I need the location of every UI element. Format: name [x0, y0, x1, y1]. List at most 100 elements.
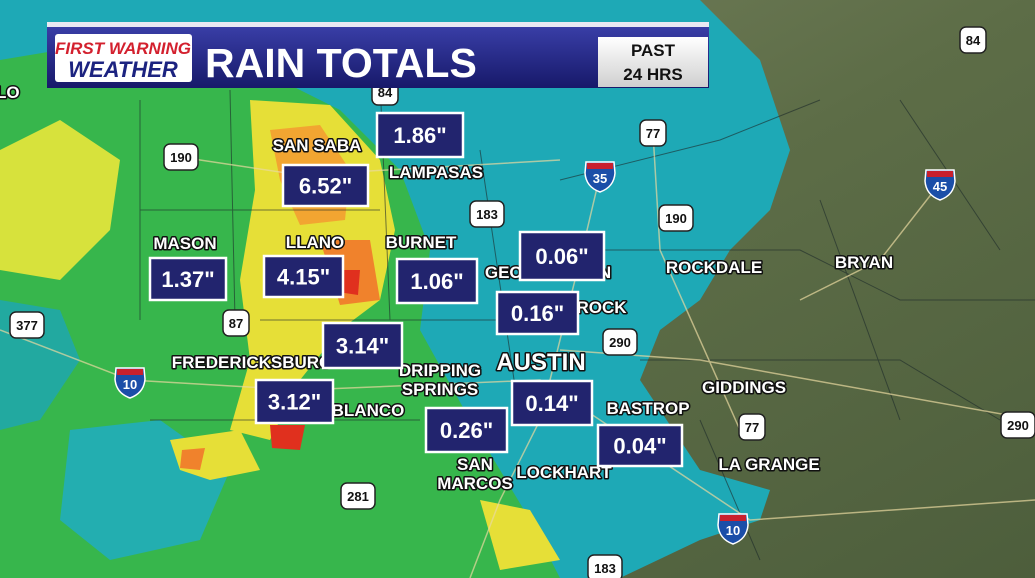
rain-total-box [395, 257, 479, 305]
highway-shield: 10 [717, 513, 749, 545]
highway-number: 35 [593, 171, 607, 186]
city-label: FREDERICKSBURG [172, 353, 333, 372]
shield-body [114, 367, 146, 399]
shield-body [587, 554, 623, 578]
shield-body [163, 143, 199, 171]
highway-shield: 190 [658, 204, 694, 232]
shield-body [340, 482, 376, 510]
shield-body [222, 309, 250, 337]
city-label: SAN SABA [273, 136, 362, 155]
rain-total: 3.12" [268, 390, 321, 415]
city-label: DRIPPING [399, 361, 481, 380]
highway-shield: 10 [114, 367, 146, 399]
highway-shield: 45 [924, 169, 956, 201]
highway-shield: 77 [639, 119, 667, 147]
highway-number: 84 [966, 33, 981, 48]
city-label: LAMPASAS [389, 163, 483, 182]
highway-shield: 183 [587, 554, 623, 578]
city-label: LA GRANGE [718, 455, 819, 474]
rain-total: 4.15" [277, 265, 330, 290]
logo-box [55, 34, 192, 82]
highway-shield: 183 [469, 200, 505, 228]
shield-body [639, 119, 667, 147]
city-label: GIDDINGS [702, 378, 786, 397]
highway-shield: 77 [738, 413, 766, 441]
title: RAIN TOTALS [205, 40, 477, 86]
city-label: AUSTIN [496, 349, 585, 376]
highway-number: 183 [594, 561, 616, 576]
rain-total: 0.06" [535, 244, 588, 269]
rain-total-box [321, 321, 404, 370]
rain-total: 0.14" [525, 391, 578, 416]
shield-body [602, 328, 638, 356]
rain-total-box [518, 230, 606, 282]
rain-total: 1.06" [410, 269, 463, 294]
highway-number: 87 [229, 316, 243, 331]
shield-body [469, 200, 505, 228]
city-label: MARCOS [437, 474, 513, 493]
highway-number: 183 [476, 207, 498, 222]
shield-body [717, 513, 749, 545]
highway-shield: 281 [340, 482, 376, 510]
rain-total-box [596, 423, 684, 468]
city-label: BURNET [386, 233, 457, 252]
highway-shield: 190 [163, 143, 199, 171]
shield-body [658, 204, 694, 232]
shield-body [924, 169, 956, 201]
rain-total-box [375, 111, 465, 159]
rain-total: 0.16" [511, 301, 564, 326]
city-label: SAN [457, 455, 493, 474]
city-label: MASON [153, 234, 216, 253]
shield-body [959, 26, 987, 54]
highway-shield: 84 [959, 26, 987, 54]
highway-number: 77 [646, 126, 660, 141]
rain-total-box [254, 378, 335, 425]
logo-line2: WEATHER [68, 57, 178, 82]
city-label: SPRINGS [402, 380, 479, 399]
rain-total: 0.04" [613, 434, 666, 459]
rain-total-box [281, 163, 370, 208]
logo-line1: FIRST WARNING [55, 39, 191, 58]
radar-heavy [480, 500, 560, 570]
city-label: LOCKHART [516, 463, 612, 482]
highway-number: 190 [170, 150, 192, 165]
highway-shield: 377 [9, 311, 45, 339]
shield-top [587, 163, 613, 169]
shield-body [738, 413, 766, 441]
city-label: ROCKDALE [666, 258, 762, 277]
highway-number: 45 [933, 179, 947, 194]
shield-body [9, 311, 45, 339]
period-line2: 24 HRS [623, 65, 683, 84]
city-label: BASTROP [606, 399, 689, 418]
rain-total: 0.26" [440, 418, 493, 443]
radar-intense [180, 448, 205, 470]
city-label: BLANCO [332, 401, 405, 420]
highway-shield: 87 [222, 309, 250, 337]
radar-heavy [0, 120, 120, 280]
highway-shield: 290 [1000, 411, 1035, 439]
rain-total: 1.86" [393, 123, 446, 148]
city-label: BRYAN [835, 253, 893, 272]
radar-extreme [270, 425, 305, 450]
highway-shield: 35 [584, 161, 616, 193]
highway-number: 10 [726, 523, 740, 538]
header: FIRST WARNING WEATHER RAIN TOTALS PAST 2… [47, 22, 709, 88]
highway-number: 377 [16, 318, 38, 333]
rain-total-box [495, 290, 580, 336]
shield-top [927, 171, 953, 177]
highway-number: 290 [1007, 418, 1029, 433]
shield-top [117, 369, 143, 375]
rain-total-box [424, 406, 509, 454]
shield-body [1000, 411, 1035, 439]
rain-total: 3.14" [336, 334, 389, 359]
highway-number: 190 [665, 211, 687, 226]
header-rule [47, 22, 709, 27]
highway-number: 84 [378, 85, 393, 100]
shield-top [720, 515, 746, 521]
rain-total-box [510, 379, 594, 427]
highway-shields: 84 84 190 77 35 183 190 45 87 377 290 10 77 290 281 10 1… [9, 26, 1035, 578]
rain-total: 6.52" [299, 174, 352, 199]
rain-total-box [148, 256, 228, 302]
highway-number: 77 [745, 420, 759, 435]
